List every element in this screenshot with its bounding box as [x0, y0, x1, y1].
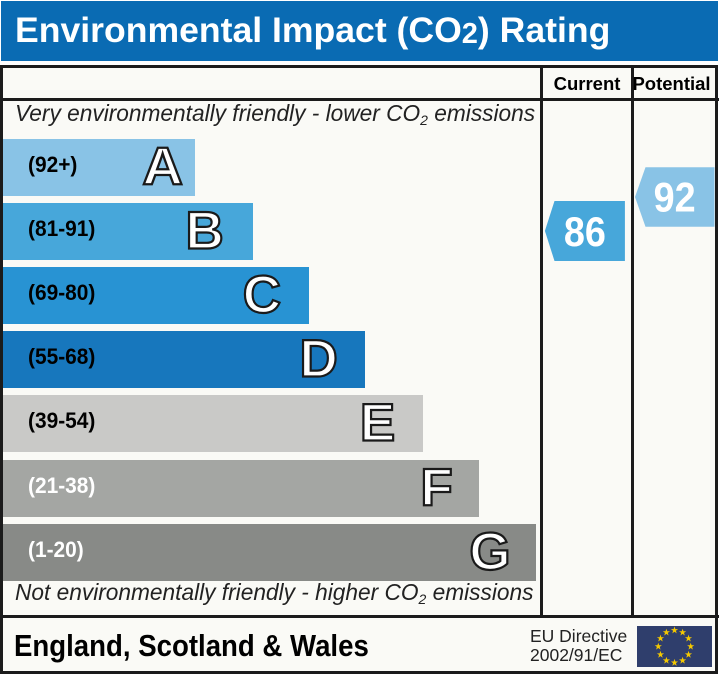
svg-text:B: B: [186, 202, 224, 261]
svg-text:C: C: [243, 266, 281, 325]
svg-text:F: F: [420, 459, 452, 518]
svg-text:A: A: [142, 137, 183, 196]
svg-text:92: 92: [654, 175, 696, 221]
svg-text:86: 86: [564, 209, 606, 255]
svg-text:D: D: [299, 330, 337, 389]
svg-text:E: E: [360, 394, 395, 453]
svg-text:G: G: [469, 523, 510, 582]
